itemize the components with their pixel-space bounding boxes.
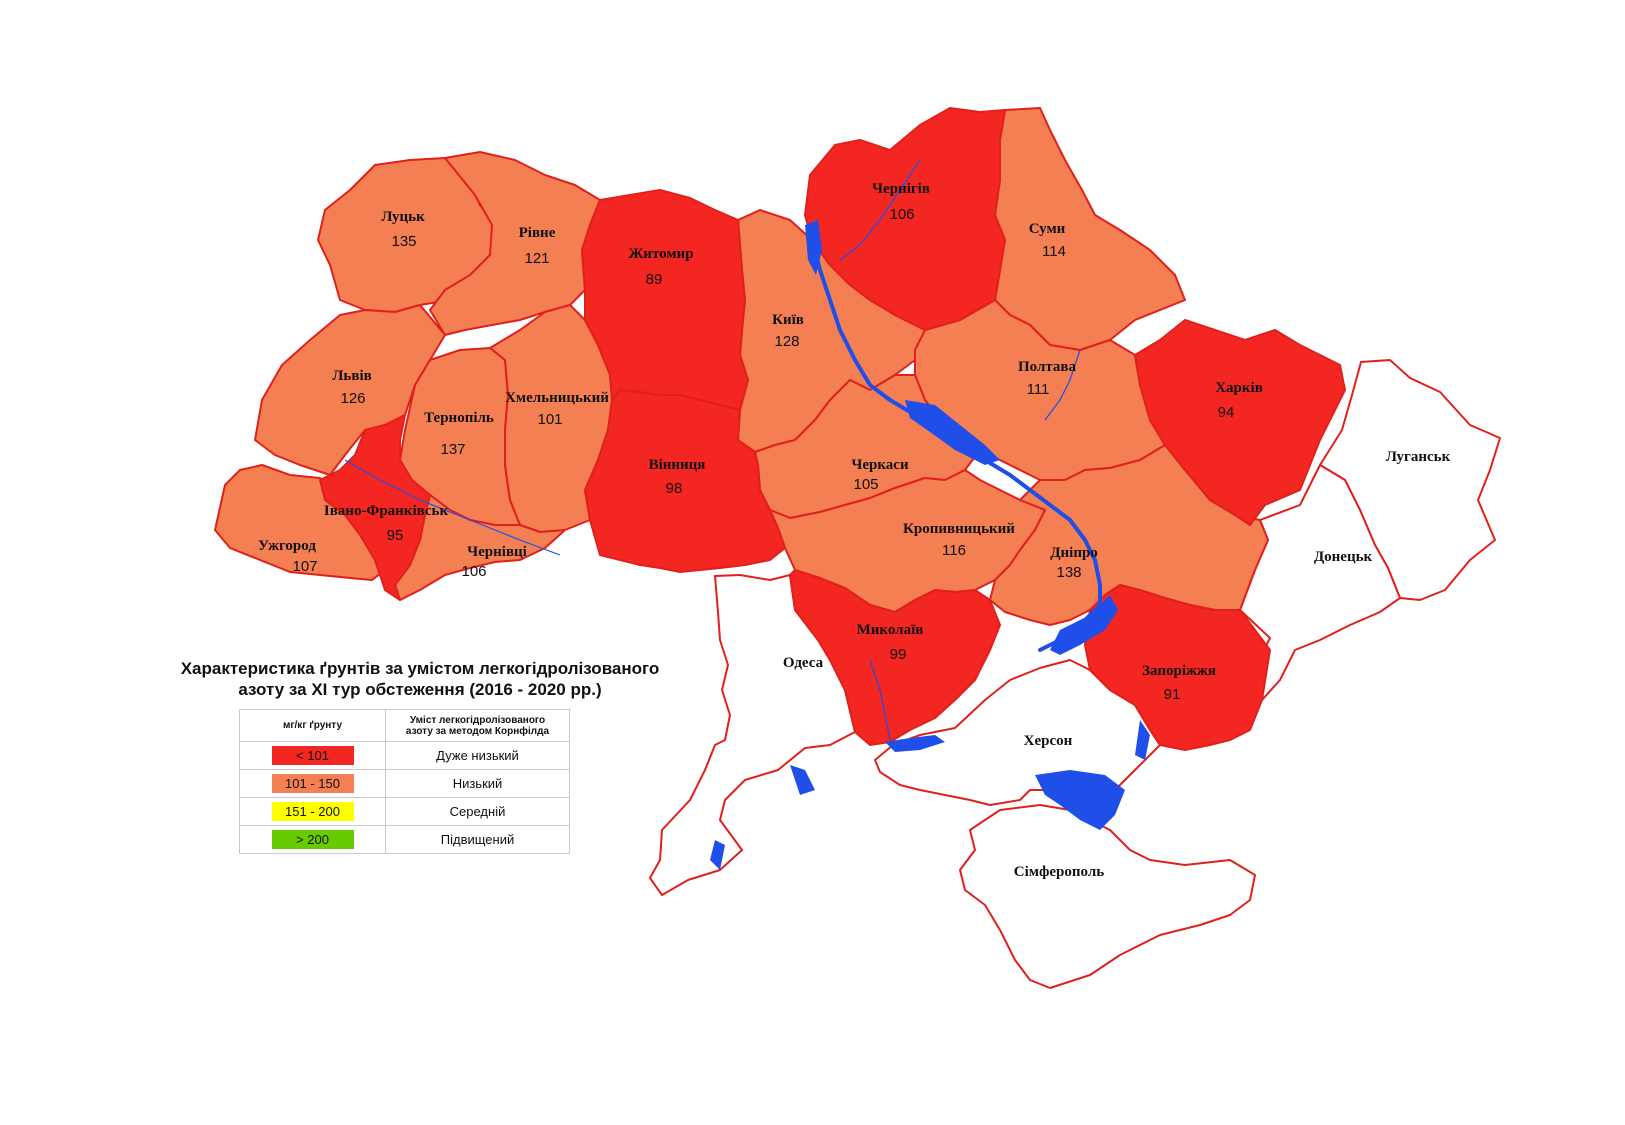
psel-river — [1044, 349, 1081, 421]
region-ivano[interactable] — [319, 414, 431, 601]
label-zhytomyr: Житомир — [628, 246, 693, 262]
legend-title: Характеристика ґрунтів за умістом легког… — [140, 658, 700, 700]
label-kharkiv: Харків — [1215, 380, 1263, 396]
label-chernihiv: Чернігів — [872, 181, 930, 197]
odesa-estuary-2 — [710, 840, 725, 870]
legend-row-low: 101 - 150 Низький — [239, 769, 570, 798]
legend-row-medium: 151 - 200 Середній — [239, 797, 570, 826]
value-lviv: 126 — [340, 390, 365, 407]
value-lutsk: 135 — [391, 233, 416, 250]
label-mykolaiv: Миколаїв — [857, 622, 924, 638]
legend-title-line2: азоту за XI тур обстеження (2016 - 2020 … — [238, 680, 602, 699]
region-vinnytsia[interactable] — [584, 389, 786, 573]
value-dnipro: 138 — [1056, 564, 1081, 581]
dnipro-river — [810, 238, 1102, 652]
label-rivne: Рівне — [519, 225, 556, 241]
legend-swatch-high: > 200 — [271, 830, 354, 849]
legend-header-method-line1: Уміст легкогідролізованого — [409, 714, 546, 726]
value-chernihiv: 106 — [889, 206, 914, 223]
value-sumy: 114 — [1042, 243, 1066, 260]
legend-label-low: Низький — [385, 769, 570, 798]
label-simferopol: Сімферополь — [1014, 864, 1104, 880]
legend-swatch-low: 101 - 150 — [271, 774, 354, 793]
dniester-river — [344, 459, 561, 556]
value-kharkiv: 94 — [1218, 404, 1235, 421]
value-ivano: 95 — [387, 527, 404, 544]
kremenchuk-reservoir — [905, 400, 1000, 465]
label-poltava: Полтава — [1018, 359, 1077, 375]
value-cherkasy: 105 — [853, 476, 878, 493]
value-mykolaiv: 99 — [890, 646, 907, 663]
label-zaporizhzhia: Запоріжжя — [1142, 663, 1216, 679]
region-crimea[interactable] — [959, 804, 1256, 989]
southern-bug-river — [869, 659, 891, 741]
value-vinnytsia: 98 — [666, 480, 683, 497]
region-kharkiv[interactable] — [1134, 319, 1346, 526]
value-uzhhorod: 107 — [292, 558, 317, 575]
label-kyiv: Київ — [772, 312, 804, 328]
label-kherson: Херсон — [1024, 733, 1073, 749]
region-mykolaiv[interactable] — [789, 569, 1001, 746]
legend-title-line1: Характеристика ґрунтів за умістом легког… — [180, 659, 660, 678]
legend-row-high: > 200 Підвищений — [239, 825, 570, 854]
label-donetsk: Донецьк — [1314, 549, 1373, 565]
label-khmelnytskyi: Хмельницький — [505, 390, 609, 406]
value-kropyvnytskyi: 116 — [942, 542, 966, 559]
kyiv-reservoir — [805, 220, 822, 275]
legend-row-very-low: < 101 Дуже низький — [239, 741, 570, 770]
region-sumy[interactable] — [994, 107, 1186, 351]
legend-swatch-very-low: < 101 — [271, 746, 354, 765]
value-khmelnytskyi: 101 — [537, 411, 562, 428]
legend-swatch-medium: 151 - 200 — [271, 802, 354, 821]
legend-header-units: мг/кг ґрунту — [239, 709, 386, 742]
legend-table: мг/кг ґрунту Уміст легкогідролізованого … — [239, 709, 570, 854]
sivash-lagoon — [1035, 770, 1125, 830]
region-zaporizhzhia[interactable] — [1084, 584, 1271, 751]
label-sumy: Суми — [1029, 221, 1066, 237]
label-lutsk: Луцьк — [381, 209, 425, 225]
region-rivne[interactable] — [429, 151, 601, 336]
legend-label-medium: Середній — [385, 797, 570, 826]
label-luhansk: Луганськ — [1386, 449, 1451, 465]
label-odesa: Одеса — [783, 655, 824, 671]
value-chernivtsi: 106 — [461, 563, 486, 580]
desna-river — [839, 159, 921, 261]
value-zhytomyr: 89 — [646, 271, 663, 288]
label-kropyvnytskyi: Кропивницький — [903, 521, 1015, 537]
label-chernivtsi: Чернівці — [467, 544, 527, 560]
legend-header-method-line2: азоту за методом Корнфілда — [405, 725, 550, 737]
value-rivne: 121 — [524, 250, 549, 267]
molochnyi-estuary — [1135, 720, 1150, 760]
value-poltava: 111 — [1027, 381, 1050, 398]
label-dnipro: Дніпро — [1050, 545, 1098, 561]
dnipro-estuary — [885, 735, 945, 752]
value-kyiv: 128 — [774, 333, 799, 350]
label-uzhhorod: Ужгород — [258, 538, 316, 554]
legend-header-row: мг/кг ґрунту Уміст легкогідролізованого … — [239, 709, 570, 742]
label-ternopil: Тернопіль — [424, 410, 494, 426]
legend-label-high: Підвищений — [385, 825, 570, 854]
kakhovka-reservoir — [1050, 595, 1118, 655]
legend-header-method: Уміст легкогідролізованого азоту за мето… — [385, 709, 570, 742]
label-lviv: Львів — [332, 368, 371, 384]
region-chernihiv[interactable] — [804, 107, 1006, 331]
value-ternopil: 137 — [440, 441, 465, 458]
value-zaporizhzhia: 91 — [1164, 686, 1181, 703]
odesa-estuary-1 — [790, 765, 815, 795]
label-ivano: Івано-Франківськ — [324, 503, 449, 519]
label-cherkasy: Черкаси — [851, 457, 909, 473]
label-vinnytsia: Вінниця — [649, 457, 706, 473]
legend-label-very-low: Дуже низький — [385, 741, 570, 770]
